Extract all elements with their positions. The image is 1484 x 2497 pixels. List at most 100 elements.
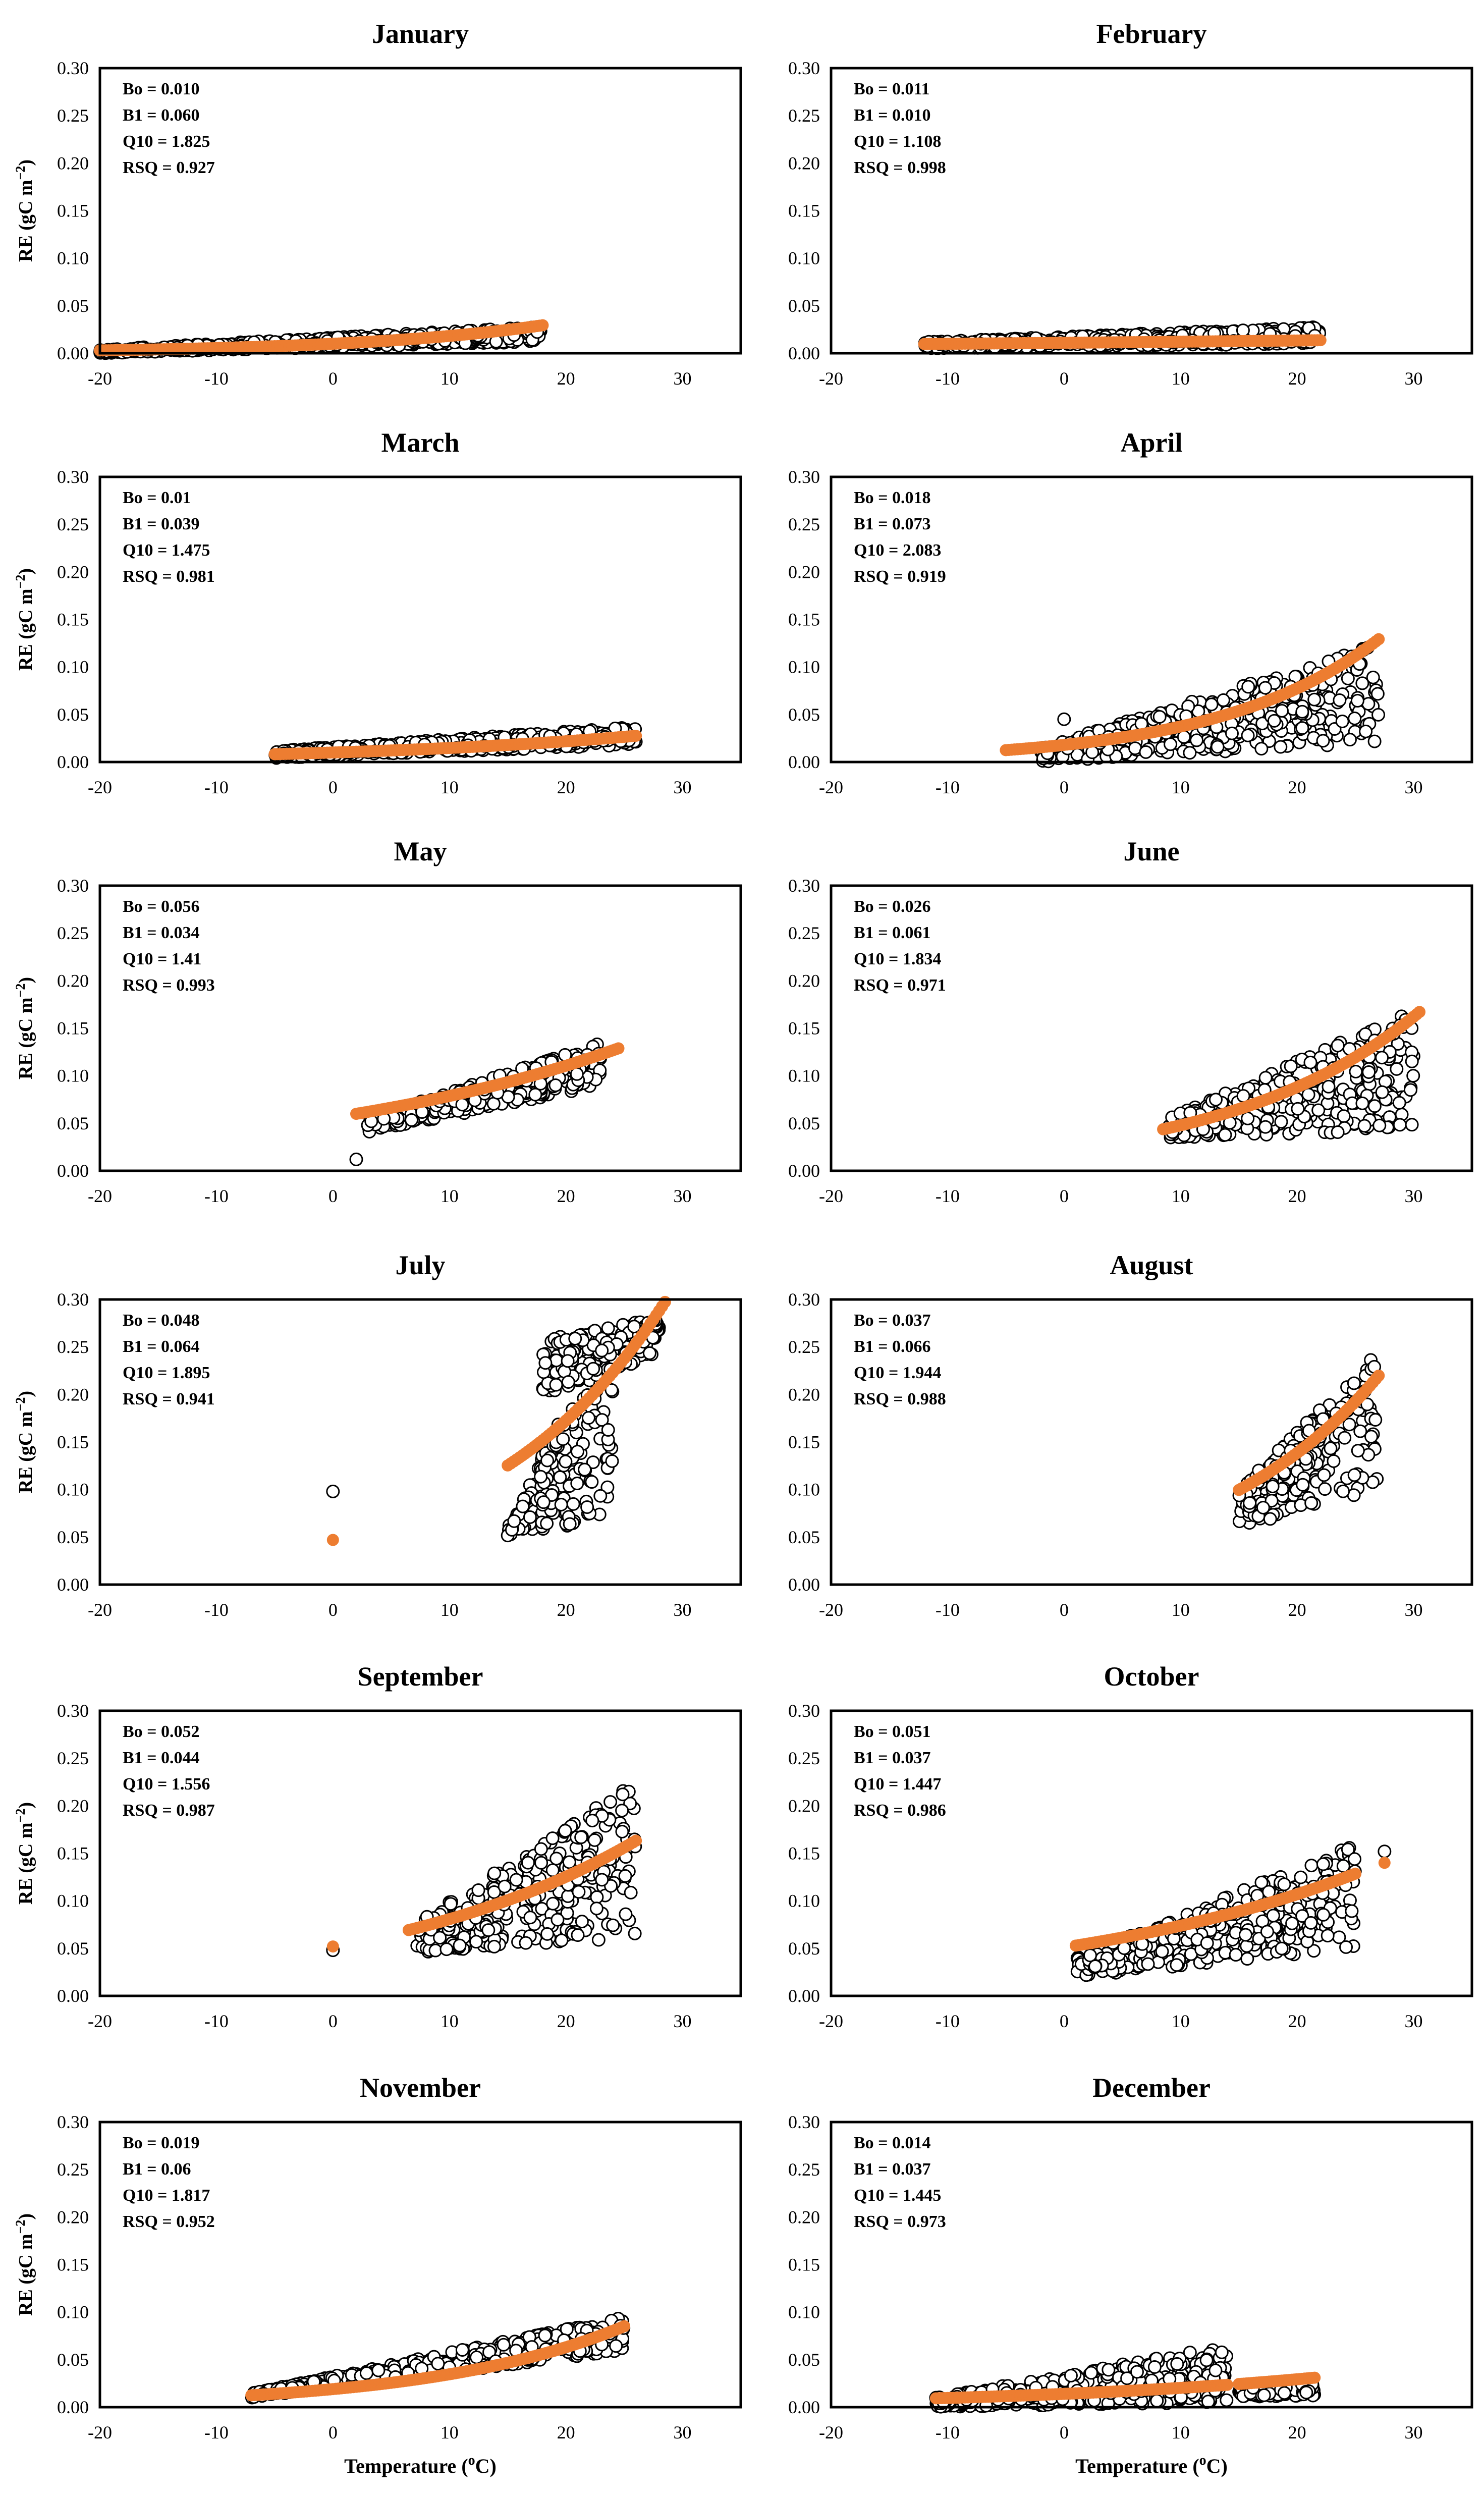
- y-tick-label: 0.00: [788, 1986, 820, 2006]
- plot-frame: [98, 67, 742, 355]
- observed-point: [549, 1353, 564, 1368]
- observed-point: [615, 1804, 629, 1818]
- x-tick-label: 10: [1172, 368, 1190, 389]
- observed-point: [1183, 746, 1197, 760]
- observed-point: [1266, 1909, 1280, 1923]
- observed-point: [444, 1897, 458, 1911]
- observed-point: [1375, 1085, 1389, 1099]
- plot-frame: [830, 67, 1473, 355]
- observed-point: [1291, 1102, 1305, 1116]
- observed-point: [575, 1915, 589, 1929]
- observed-point: [1343, 733, 1357, 747]
- observed-point: [561, 1354, 575, 1368]
- observed-point: [1372, 1118, 1387, 1132]
- observed-point: [433, 1931, 447, 1945]
- param-q10: Q10 = 1.834: [854, 950, 941, 968]
- observed-point: [624, 1885, 638, 1899]
- observed-point: [1088, 1959, 1103, 1973]
- observed-point: [455, 1098, 469, 1112]
- y-tick-label: 0.15: [788, 1018, 820, 1039]
- observed-point: [601, 1321, 615, 1335]
- y-tick-label: 0.25: [57, 514, 89, 534]
- observed-point: [1258, 1120, 1273, 1134]
- observed-point: [556, 1432, 570, 1446]
- observed-point: [1190, 733, 1204, 747]
- x-tick-label: -10: [936, 1186, 960, 1206]
- y-tick-label: 0.10: [788, 1066, 820, 1086]
- observed-point: [516, 1499, 530, 1513]
- observed-point: [619, 1907, 633, 1921]
- x-tick-label: 30: [674, 777, 692, 797]
- param-q10: Q10 = 1.825: [123, 132, 210, 151]
- y-tick-label: 0.10: [57, 1480, 89, 1500]
- y-tick-label: 0.30: [57, 1289, 89, 1310]
- param-rsq: RSQ = 0.987: [123, 1801, 215, 1820]
- param-rsq: RSQ = 0.919: [854, 567, 946, 586]
- y-tick-label: 0.10: [788, 657, 820, 677]
- model-point: [612, 1042, 625, 1055]
- observed-point: [538, 1356, 553, 1370]
- observed-point: [546, 1896, 560, 1911]
- param-bo: Bo = 0.011: [854, 80, 930, 98]
- model-point: [658, 1295, 671, 1308]
- y-tick-label: 0.15: [788, 201, 820, 221]
- chart-title: September: [358, 1661, 483, 1692]
- y-tick-label: 0.15: [788, 1843, 820, 1864]
- x-tick-label: -20: [88, 368, 112, 389]
- y-tick-label: 0.15: [57, 1843, 89, 1864]
- y-tick-label: 0.25: [788, 1748, 820, 1768]
- chart-title: October: [1104, 1661, 1199, 1692]
- observed-point: [1254, 742, 1269, 756]
- observed-point: [1263, 1512, 1277, 1526]
- x-tick-label: -10: [204, 2011, 229, 2031]
- observed-point: [566, 1497, 580, 1511]
- observed-point: [1236, 323, 1250, 338]
- observed-point: [1350, 694, 1364, 708]
- observed-point: [1277, 1877, 1291, 1891]
- observed-point: [1316, 734, 1330, 748]
- observed-point: [1307, 692, 1322, 707]
- observed-point: [595, 1343, 609, 1358]
- observed-point: [523, 1911, 537, 1925]
- y-tick-label: 0.30: [57, 876, 89, 896]
- chart-title: August: [1110, 1250, 1193, 1280]
- x-tick-label: -20: [819, 368, 843, 389]
- x-tick-label: 0: [328, 777, 338, 797]
- observed-point: [487, 1866, 502, 1880]
- observed-point: [1367, 1099, 1382, 1113]
- x-tick-label: 20: [1288, 1600, 1306, 1620]
- observed-point: [548, 1078, 563, 1093]
- observed-point: [571, 1928, 585, 1942]
- observed-point: [1375, 1051, 1389, 1065]
- observed-point: [1218, 1128, 1232, 1142]
- observed-point: [1333, 693, 1347, 707]
- observed-point: [1266, 1479, 1280, 1493]
- y-tick-label: 0.25: [788, 514, 820, 534]
- observed-point: [521, 1856, 535, 1870]
- y-tick-label: 0.20: [788, 1796, 820, 1816]
- observed-point: [540, 1927, 555, 1941]
- chart-title: February: [1096, 19, 1207, 49]
- observed-point: [551, 1913, 565, 1927]
- observed-point: [1337, 1109, 1351, 1123]
- observed-point: [1331, 1125, 1345, 1139]
- y-tick-label: 0.20: [57, 970, 89, 991]
- y-tick-label: 0.00: [57, 1161, 89, 1181]
- model-point: [536, 319, 549, 332]
- y-tick-label: 0.15: [57, 1432, 89, 1452]
- observed-point: [523, 1510, 537, 1524]
- y-tick-label: 0.05: [57, 704, 89, 725]
- observed-point: [1256, 1500, 1270, 1514]
- observed-point: [581, 1411, 595, 1425]
- observed-point: [1366, 670, 1380, 684]
- y-tick-label: 0.20: [57, 1384, 89, 1404]
- observed-point: [534, 1842, 548, 1856]
- x-tick-label: 20: [1288, 2011, 1306, 2031]
- x-tick-label: 20: [1288, 1186, 1306, 1206]
- y-tick-label: 0.15: [57, 610, 89, 630]
- y-tick-label: 0.00: [788, 1161, 820, 1181]
- observed-point: [405, 1113, 419, 1127]
